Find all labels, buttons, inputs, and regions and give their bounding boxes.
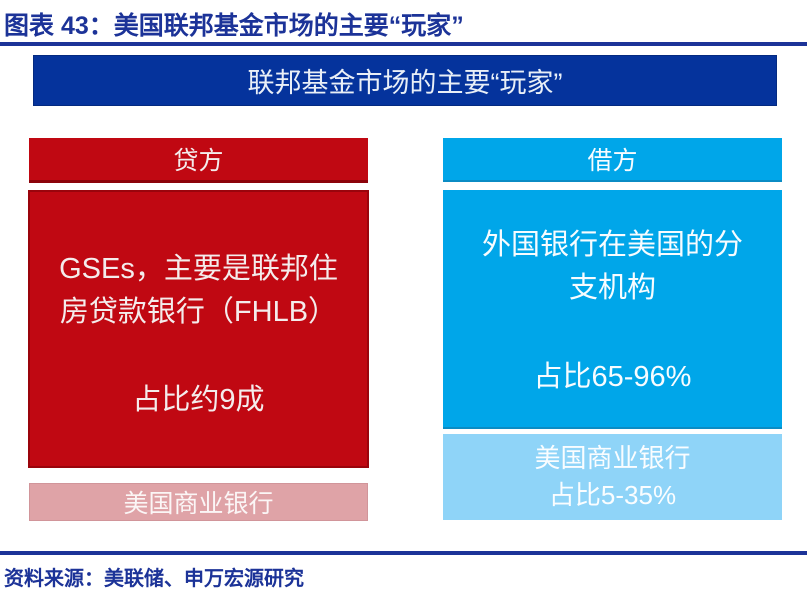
- lender-footer-label: 美国商业银行: [123, 490, 274, 518]
- lender-main-box: GSEs，主要是联邦住 房贷款银行（FHLB） 占比约9成: [28, 190, 369, 468]
- borrower-footer-box: 美国商业银行 占比5-35%: [443, 434, 782, 520]
- lender-header-bar: 贷方: [29, 138, 368, 183]
- lender-footer-bar: 美国商业银行: [29, 483, 368, 521]
- borrower-share-label: 占比65-96%: [533, 361, 692, 393]
- borrower-footer-line2: 占比5-35%: [548, 480, 677, 510]
- bottom-divider: [0, 551, 807, 555]
- borrower-header-bar: 借方: [443, 138, 782, 182]
- borrower-footer-line1: 美国商业银行: [534, 443, 691, 473]
- lender-share-label: 占比约9成: [132, 384, 265, 416]
- figure-title: 图表 43：美国联邦基金市场的主要“玩家”: [4, 12, 464, 40]
- lender-main-description: GSEs，主要是联邦住 房贷款银行（FHLB）: [59, 253, 338, 328]
- title-divider: [0, 42, 807, 46]
- diagram-banner-label: 联邦基金市场的主要“玩家”: [247, 68, 563, 98]
- source-note: 资料来源：美联储、申万宏源研究: [4, 568, 304, 590]
- borrower-header-label: 借方: [587, 147, 638, 175]
- diagram-banner: 联邦基金市场的主要“玩家”: [33, 55, 777, 106]
- borrower-main-description: 外国银行在美国的分 支机构: [481, 229, 743, 304]
- lender-header-label: 贷方: [173, 147, 224, 175]
- borrower-main-box: 外国银行在美国的分 支机构 占比65-96%: [443, 190, 782, 429]
